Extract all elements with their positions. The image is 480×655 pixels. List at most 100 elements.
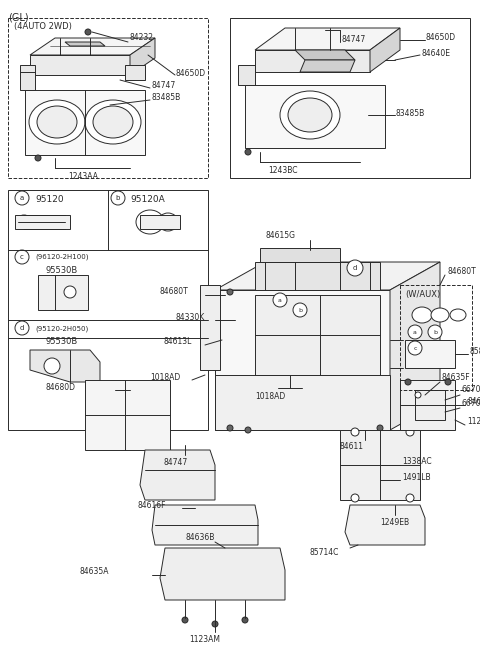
Circle shape [377,425,383,431]
Circle shape [406,494,414,502]
Text: 83485B: 83485B [396,109,425,117]
Bar [8,190,208,430]
Text: 84616F: 84616F [138,500,167,510]
Circle shape [15,321,29,335]
Polygon shape [260,248,340,262]
Polygon shape [30,350,100,382]
Circle shape [445,379,451,385]
Text: 84232: 84232 [129,33,153,43]
Text: 1125GA: 1125GA [467,417,480,426]
Polygon shape [400,380,455,430]
Polygon shape [215,290,390,430]
Circle shape [182,617,188,623]
Circle shape [242,617,248,623]
Circle shape [245,427,251,433]
Text: 1491LB: 1491LB [402,472,431,481]
Bar [255,295,380,375]
Polygon shape [370,28,400,72]
Polygon shape [390,262,440,430]
Circle shape [64,286,76,298]
Text: 84680T: 84680T [160,288,189,297]
Polygon shape [255,262,380,290]
Text: a: a [20,195,24,201]
Text: 84615G: 84615G [265,231,295,240]
Text: 84747: 84747 [342,35,366,45]
Polygon shape [255,50,370,72]
Circle shape [212,621,218,627]
Text: (4AUTO 2WD): (4AUTO 2WD) [14,22,72,31]
Text: 84747: 84747 [163,458,187,467]
Polygon shape [345,505,425,545]
Ellipse shape [431,308,449,322]
Polygon shape [255,28,400,50]
Circle shape [15,191,29,205]
Text: 85714C: 85714C [310,548,339,557]
Circle shape [351,494,359,502]
Ellipse shape [412,307,432,323]
Text: 84613L: 84613L [163,337,192,346]
Text: 84640E: 84640E [421,48,450,58]
Bar [38,275,88,310]
Text: 1243BC: 1243BC [268,166,298,175]
Text: 85856A: 85856A [470,346,480,356]
Text: 84747: 84747 [151,81,175,90]
Text: d: d [353,265,357,271]
Text: 95120: 95120 [35,195,64,204]
Polygon shape [160,548,285,600]
Ellipse shape [158,213,178,231]
Ellipse shape [37,106,77,138]
Circle shape [111,191,125,205]
Text: (W/AUX): (W/AUX) [405,290,440,299]
Circle shape [227,425,233,431]
Text: a: a [413,329,417,335]
Polygon shape [85,380,170,450]
Polygon shape [30,55,130,75]
Polygon shape [140,450,215,500]
Text: a: a [278,297,282,303]
Text: 84636B: 84636B [185,534,215,542]
Text: 84635A: 84635A [80,567,109,576]
Polygon shape [125,65,145,80]
Polygon shape [340,430,420,500]
Text: 1249EB: 1249EB [380,518,409,527]
Circle shape [245,149,251,155]
Polygon shape [405,340,455,368]
Ellipse shape [29,100,85,144]
Circle shape [405,379,411,385]
Ellipse shape [280,91,340,139]
Text: 84650D: 84650D [176,69,206,77]
Bar [8,18,208,178]
Text: d: d [20,325,24,331]
Polygon shape [415,390,445,420]
Bar [15,215,70,229]
Ellipse shape [136,210,164,234]
Ellipse shape [31,216,45,228]
Circle shape [406,428,414,436]
Text: b: b [116,195,120,201]
Polygon shape [152,505,258,545]
Text: 84611: 84611 [340,442,364,451]
Polygon shape [20,65,35,90]
Text: 1018AD: 1018AD [150,373,180,383]
Circle shape [15,250,29,264]
Text: 66703N: 66703N [462,386,480,394]
Text: 66703M: 66703M [462,398,480,407]
Text: 84650D: 84650D [426,33,456,43]
Text: 1018AD: 1018AD [255,392,285,401]
Polygon shape [25,90,145,155]
Circle shape [85,29,91,35]
Polygon shape [200,285,220,370]
Text: (96120-2H100): (96120-2H100) [35,254,88,261]
Text: 1123AM: 1123AM [190,635,220,644]
Text: 84680T: 84680T [447,267,476,276]
Circle shape [408,341,422,355]
Circle shape [351,428,359,436]
Text: (GL): (GL) [8,12,29,22]
Text: 84638A: 84638A [467,398,480,407]
Ellipse shape [60,217,70,227]
Circle shape [227,289,233,295]
Circle shape [293,303,307,317]
Polygon shape [65,42,105,46]
Ellipse shape [46,217,58,227]
Bar [140,215,180,229]
